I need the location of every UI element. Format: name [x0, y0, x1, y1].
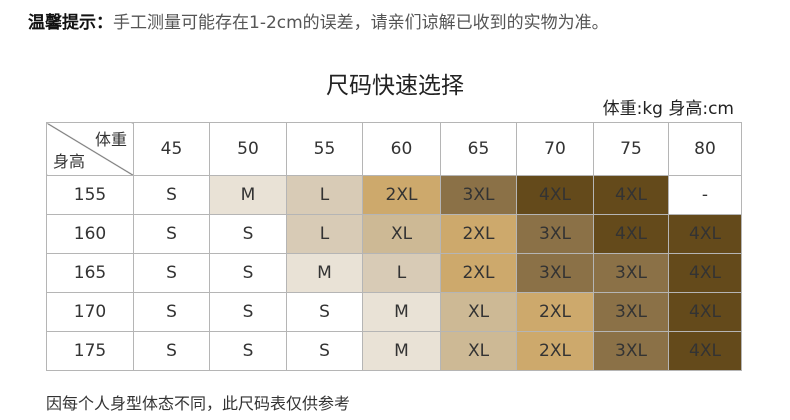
weight-header: 80: [668, 122, 742, 176]
size-cell: S: [133, 292, 210, 332]
corner-cell: 体重 身高: [46, 122, 134, 176]
size-cell: 3XL: [593, 331, 669, 371]
size-cell: M: [362, 331, 441, 371]
size-cell: 2XL: [440, 214, 517, 254]
size-cell: M: [362, 292, 441, 332]
size-cell: S: [209, 214, 287, 254]
size-cell: S: [133, 253, 210, 293]
size-table: 体重 身高 45 50 55 60 65 70 75 80 155 S M L 2XL 3XL 4XL 4XL -1…: [46, 122, 742, 371]
size-cell: 4XL: [593, 175, 669, 215]
size-cell: -: [668, 175, 742, 215]
size-cell: 4XL: [668, 331, 742, 371]
size-cell: S: [133, 175, 210, 215]
size-cell: S: [286, 331, 363, 371]
size-cell: 4XL: [668, 214, 742, 254]
height-cell: 160: [46, 214, 134, 254]
size-cell: M: [209, 175, 287, 215]
height-axis-label: 身高: [53, 152, 86, 171]
height-cell: 165: [46, 253, 134, 293]
size-cell: 4XL: [668, 253, 742, 293]
size-cell: 3XL: [593, 292, 669, 332]
chart-title: 尺码快速选择: [326, 73, 464, 99]
weight-header: 55: [286, 122, 363, 176]
header-row: 体重 身高 45 50 55 60 65 70 75 80: [46, 122, 742, 176]
height-cell: 170: [46, 292, 134, 332]
units-label: 体重:kg 身高:cm: [602, 99, 734, 119]
weight-header: 65: [440, 122, 517, 176]
table-row: 160 S S L XL 2XL 3XL 4XL 4XL: [46, 214, 742, 254]
size-cell: 2XL: [440, 253, 517, 293]
size-cell: 2XL: [362, 175, 441, 215]
size-cell: 3XL: [593, 253, 669, 293]
size-cell: XL: [440, 331, 517, 371]
size-cell: XL: [362, 214, 441, 254]
size-cell: 3XL: [516, 253, 594, 293]
size-cell: 3XL: [516, 214, 594, 254]
height-cell: 175: [46, 331, 134, 371]
table-row: 175 S S S M XL 2XL 3XL 4XL: [46, 331, 742, 371]
size-cell: S: [209, 253, 287, 293]
size-cell: S: [209, 331, 287, 371]
weight-header: 70: [516, 122, 594, 176]
size-cell: S: [133, 331, 210, 371]
weight-header: 45: [133, 122, 210, 176]
size-cell: S: [209, 292, 287, 332]
size-cell: 4XL: [593, 214, 669, 254]
size-cell: S: [133, 214, 210, 254]
size-cell: L: [362, 253, 441, 293]
weight-header: 75: [593, 122, 669, 176]
notice: 温馨提示：手工测量可能存在1-2cm的误差，请亲们谅解已收到的实物为准。: [28, 8, 609, 33]
weight-header: 50: [209, 122, 287, 176]
table-row: 170 S S S M XL 2XL 3XL 4XL: [46, 292, 742, 332]
notice-label: 温馨提示：: [28, 13, 113, 33]
height-cell: 155: [46, 175, 134, 215]
size-cell: 2XL: [516, 331, 594, 371]
size-cell: 2XL: [516, 292, 594, 332]
size-cell: L: [286, 175, 363, 215]
size-cell: 3XL: [440, 175, 517, 215]
weight-axis-label: 体重: [94, 130, 127, 149]
size-cell: XL: [440, 292, 517, 332]
size-cell: L: [286, 214, 363, 254]
size-cell: 4XL: [668, 292, 742, 332]
weight-header: 60: [362, 122, 441, 176]
footer-note: 因每个人身型体态不同，此尺码表仅供参考: [46, 394, 351, 413]
table-row: 155 S M L 2XL 3XL 4XL 4XL -: [46, 175, 742, 215]
notice-text: 手工测量可能存在1-2cm的误差，请亲们谅解已收到的实物为准。: [113, 13, 609, 33]
table-row: 165 S S M L 2XL 3XL 3XL 4XL: [46, 253, 742, 293]
size-cell: S: [286, 292, 363, 332]
size-cell: 4XL: [516, 175, 594, 215]
size-cell: M: [286, 253, 363, 293]
